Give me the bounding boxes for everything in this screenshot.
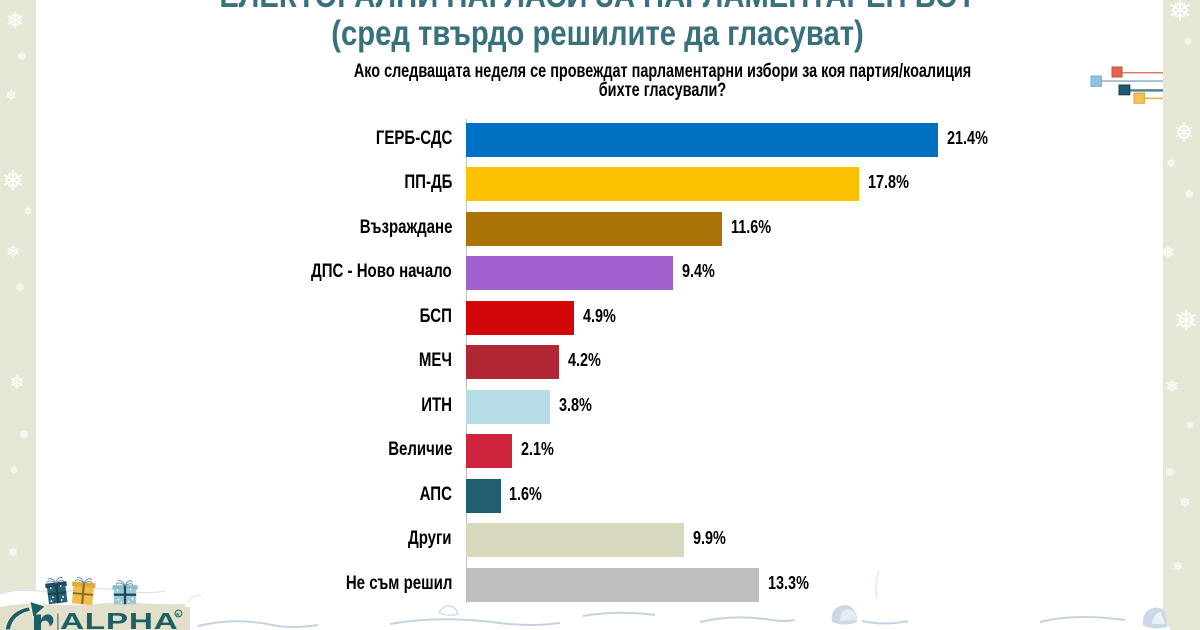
svg-text:ALPHA: ALPHA bbox=[60, 609, 178, 630]
svg-text:R: R bbox=[176, 612, 180, 617]
